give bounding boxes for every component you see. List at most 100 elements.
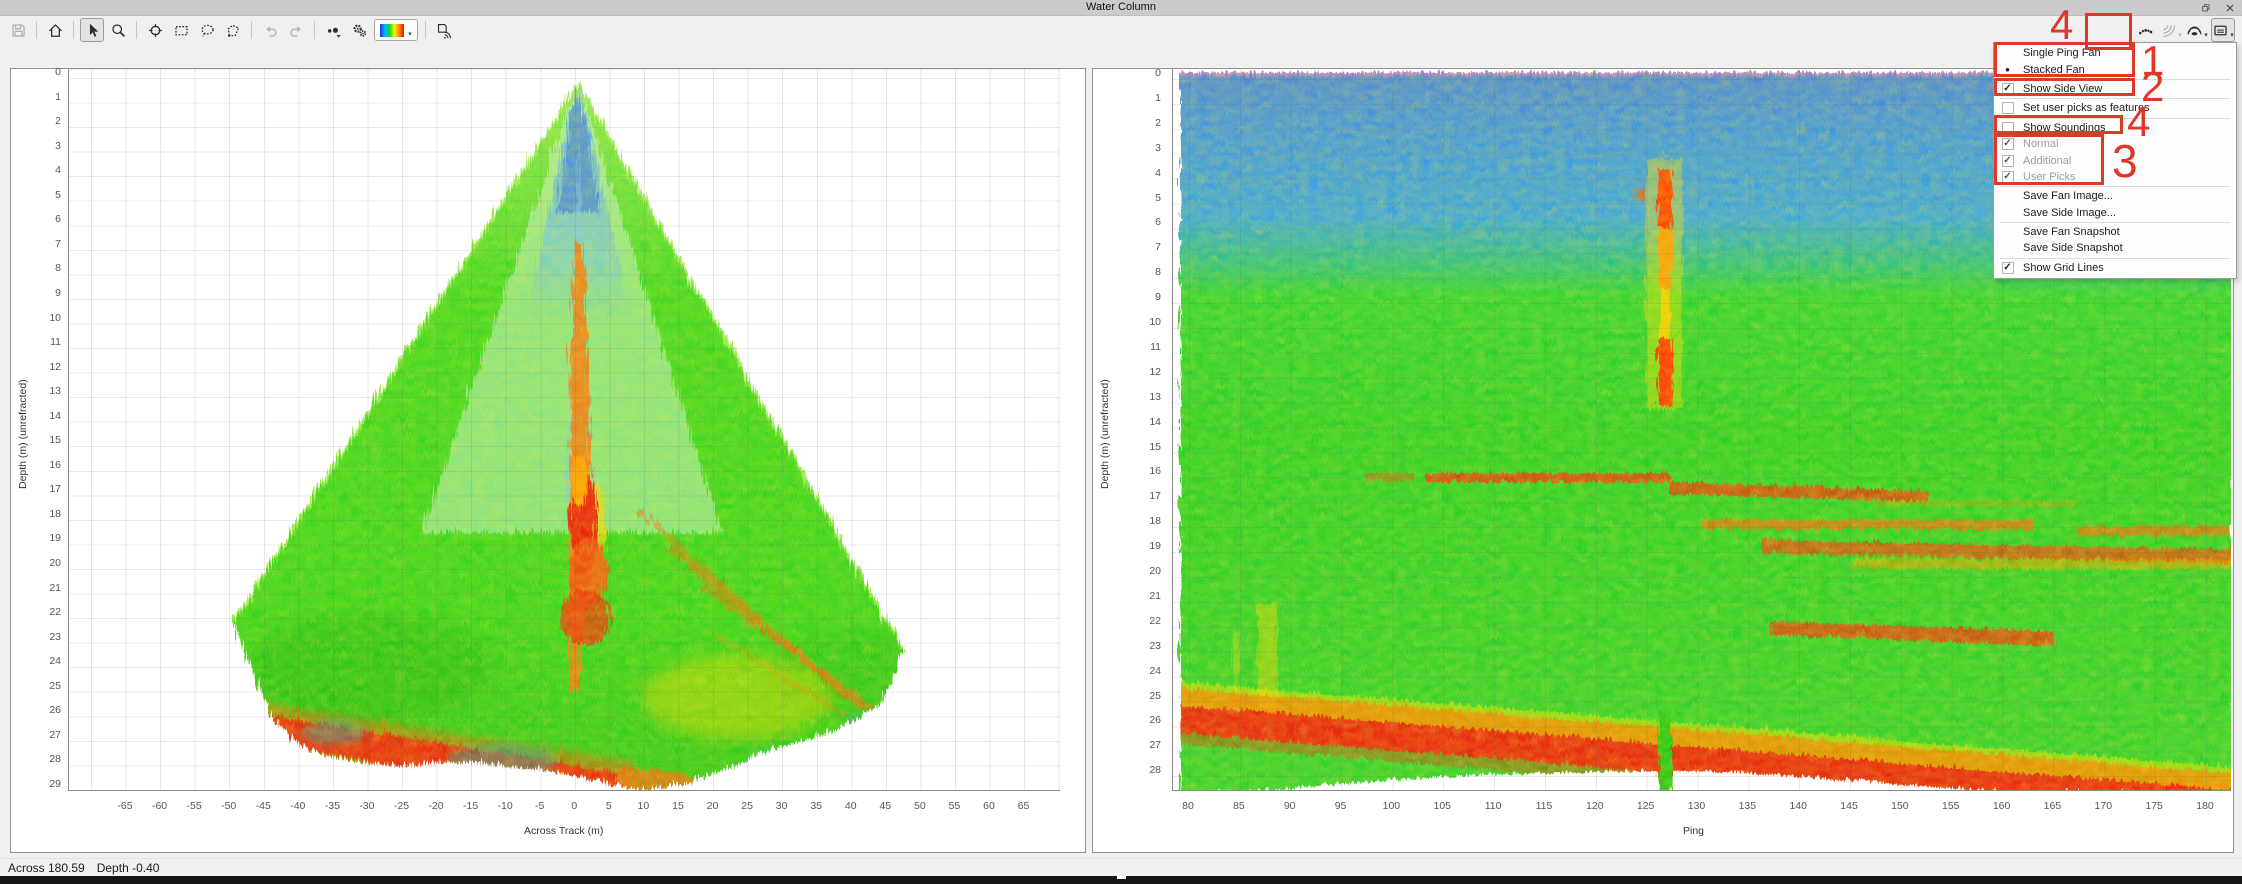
tick-label: 14 <box>49 409 61 422</box>
tick-label: 65 <box>1017 800 1030 812</box>
save-button[interactable] <box>6 18 30 42</box>
tick-label: 14 <box>1149 415 1161 428</box>
tick-label: 4 <box>1155 166 1161 179</box>
checkbox-icon: ✓ <box>2001 170 2014 183</box>
stacked-view-button[interactable]: ▾ <box>2185 18 2209 42</box>
tick-label: 9 <box>1155 291 1161 304</box>
fan-heatmap <box>229 78 900 788</box>
tick-label: -25 <box>393 800 410 812</box>
tick-label: 0 <box>571 800 578 812</box>
undo-icon <box>262 22 279 39</box>
close-window-button-close-icon[interactable] <box>2224 2 2236 14</box>
menu-item-save-side-snapshot[interactable]: Save Side Snapshot <box>1994 240 2236 256</box>
redo-icon <box>288 22 305 39</box>
toolbar-separator <box>73 21 74 39</box>
lasso-select-button[interactable] <box>195 18 219 42</box>
tick-label: 16 <box>49 458 61 471</box>
menu-item-label: Additional <box>2023 154 2072 167</box>
fan-icon <box>2160 22 2177 39</box>
tick-label: 150 <box>1891 800 1909 812</box>
checkbox-icon <box>2001 121 2014 134</box>
tick-label: 7 <box>1155 241 1161 254</box>
tick-label: 24 <box>49 655 61 668</box>
tick-label: 160 <box>1992 800 2011 812</box>
menu-item-save-side-image[interactable]: Save Side Image... <box>1994 205 2236 221</box>
menu-item-set-user-picks-as-features[interactable]: Set user picks as features <box>1994 100 2236 116</box>
menu-glyph-spacer <box>2001 190 2014 203</box>
point-detect-button[interactable] <box>321 18 345 42</box>
gears-icon <box>351 22 368 39</box>
tick-label: -65 <box>117 800 133 812</box>
checkbox-icon: ✓ <box>2001 261 2014 274</box>
tick-label: 15 <box>1149 440 1161 453</box>
menu-item-show-soundings[interactable]: Show Soundings <box>1994 120 2236 136</box>
tick-label: 115 <box>1535 800 1553 812</box>
zoom-selection-button[interactable] <box>143 18 167 42</box>
redo-button[interactable] <box>284 18 308 42</box>
tick-label: 170 <box>2094 800 2113 812</box>
tick-label: 145 <box>1840 800 1858 812</box>
zoom-button[interactable] <box>106 18 130 42</box>
side-view-toggle-button[interactable]: ▾ <box>2211 18 2235 42</box>
polygon-select-button[interactable] <box>221 18 245 42</box>
fan-view-plot[interactable] <box>68 69 1060 791</box>
home-button[interactable] <box>43 18 67 42</box>
tick-label: 95 <box>1334 800 1347 812</box>
menu-separator <box>2000 117 2230 119</box>
menu-item-save-fan-image[interactable]: Save Fan Image... <box>1994 188 2236 204</box>
tick-label: 80 <box>1182 800 1194 812</box>
tick-label: -45 <box>255 800 271 812</box>
tick-label: 60 <box>983 800 995 812</box>
chevron-down-icon: ▾ <box>2230 32 2234 39</box>
radio-icon: ● <box>2005 64 2010 74</box>
side-heatmap <box>1178 70 2231 790</box>
menu-item-single-ping-fan[interactable]: Single Ping Fan <box>1994 45 2236 61</box>
soundings-options-button[interactable] <box>2133 18 2157 42</box>
menu-glyph-spacer <box>2001 226 2014 239</box>
menu-item-save-fan-snapshot[interactable]: Save Fan Snapshot <box>1994 224 2236 240</box>
tick-label: 12 <box>1149 365 1161 378</box>
tick-label: 18 <box>49 507 61 520</box>
menu-item-show-grid-lines[interactable]: ✓ Show Grid Lines <box>1994 260 2236 276</box>
menu-item-stacked-fan[interactable]: ● Stacked Fan <box>1994 61 2236 77</box>
zoom-icon <box>110 22 127 39</box>
checkbox-icon <box>2001 102 2014 115</box>
menu-item-show-side-view[interactable]: ✓ Show Side View <box>1994 81 2236 97</box>
menu-item-additional[interactable]: ✓ Additional <box>1994 152 2236 168</box>
tick-label: -15 <box>463 800 479 812</box>
screen-edge-strip <box>0 876 2242 884</box>
toolbar-separator <box>425 21 426 39</box>
tick-label: -50 <box>221 800 237 812</box>
tick-label: 5 <box>55 188 61 201</box>
rect-select-button[interactable] <box>169 18 193 42</box>
tick-label: 20 <box>49 557 61 569</box>
tick-label: 10 <box>1149 316 1161 328</box>
tick-label: 11 <box>1150 340 1161 353</box>
menu-item-normal[interactable]: ✓ Normal <box>1994 136 2236 152</box>
tick-label: 6 <box>1155 216 1161 229</box>
settings-button[interactable] <box>347 18 371 42</box>
title-bar: Water Column <box>0 0 2242 16</box>
checkbox-icon: ✓ <box>2001 138 2014 151</box>
tick-label: -5 <box>535 800 545 812</box>
tick-label: 17 <box>1149 490 1161 503</box>
tick-label: 180 <box>2196 800 2214 812</box>
fan-options-button[interactable]: ▾ <box>2159 18 2183 42</box>
poly-icon <box>225 22 242 39</box>
tick-label: 8 <box>1155 266 1161 279</box>
colormap-select[interactable]: ▾ <box>374 19 418 41</box>
screen-edge-notch <box>1117 876 1126 879</box>
fan-y-axis-title: Depth (m) (unrefracted) <box>17 379 29 489</box>
tick-label: 27 <box>1149 739 1161 752</box>
restore-window-button-restore-icon[interactable] <box>2200 2 2212 14</box>
menu-separator <box>2000 186 2230 188</box>
chevron-down-icon: ▾ <box>2204 32 2208 39</box>
save-fan-button[interactable] <box>432 18 456 42</box>
tick-label: 110 <box>1484 800 1502 812</box>
undo-button[interactable] <box>258 18 282 42</box>
menu-separator <box>2000 257 2230 259</box>
cursor-select-button[interactable] <box>80 18 104 42</box>
toolbar-separator <box>314 21 315 39</box>
colormap-gradient-icon <box>380 23 405 37</box>
menu-item-user-picks[interactable]: ✓ User Picks <box>1994 169 2236 185</box>
